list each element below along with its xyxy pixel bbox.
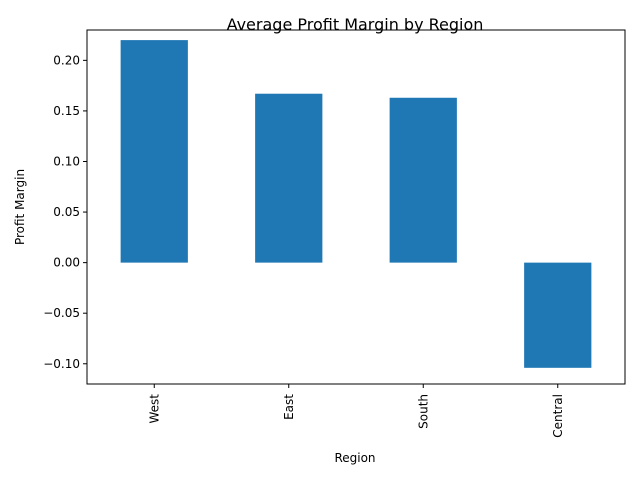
y-axis-label: Profit Margin [13,169,27,245]
bar-west [120,40,188,263]
y-tick-label: 0.00 [53,256,80,270]
x-axis-label: Region [334,451,375,465]
chart-title: Average Profit Margin by Region [227,15,484,34]
y-tick-label: 0.10 [53,154,80,168]
bar-east [255,93,323,263]
x-tick-label: East [282,394,296,420]
y-tick-label: 0.05 [53,205,80,219]
x-tick-label: Central [551,394,565,438]
bar-central [524,262,592,368]
y-tick-label: 0.20 [53,53,80,67]
y-tick-label: −0.05 [43,306,80,320]
plot-frame [86,29,626,385]
y-tick-label: −0.10 [43,357,80,371]
x-axis-ticks: West East South Central [147,384,565,438]
x-tick-label: South [416,394,430,429]
y-tick-label: 0.15 [53,104,80,118]
y-axis-ticks: −0.10 −0.05 0.00 0.05 0.10 0.15 0.20 [43,53,87,371]
x-tick-label: West [147,394,161,424]
bar-south [389,97,457,263]
bars-group [120,40,592,368]
